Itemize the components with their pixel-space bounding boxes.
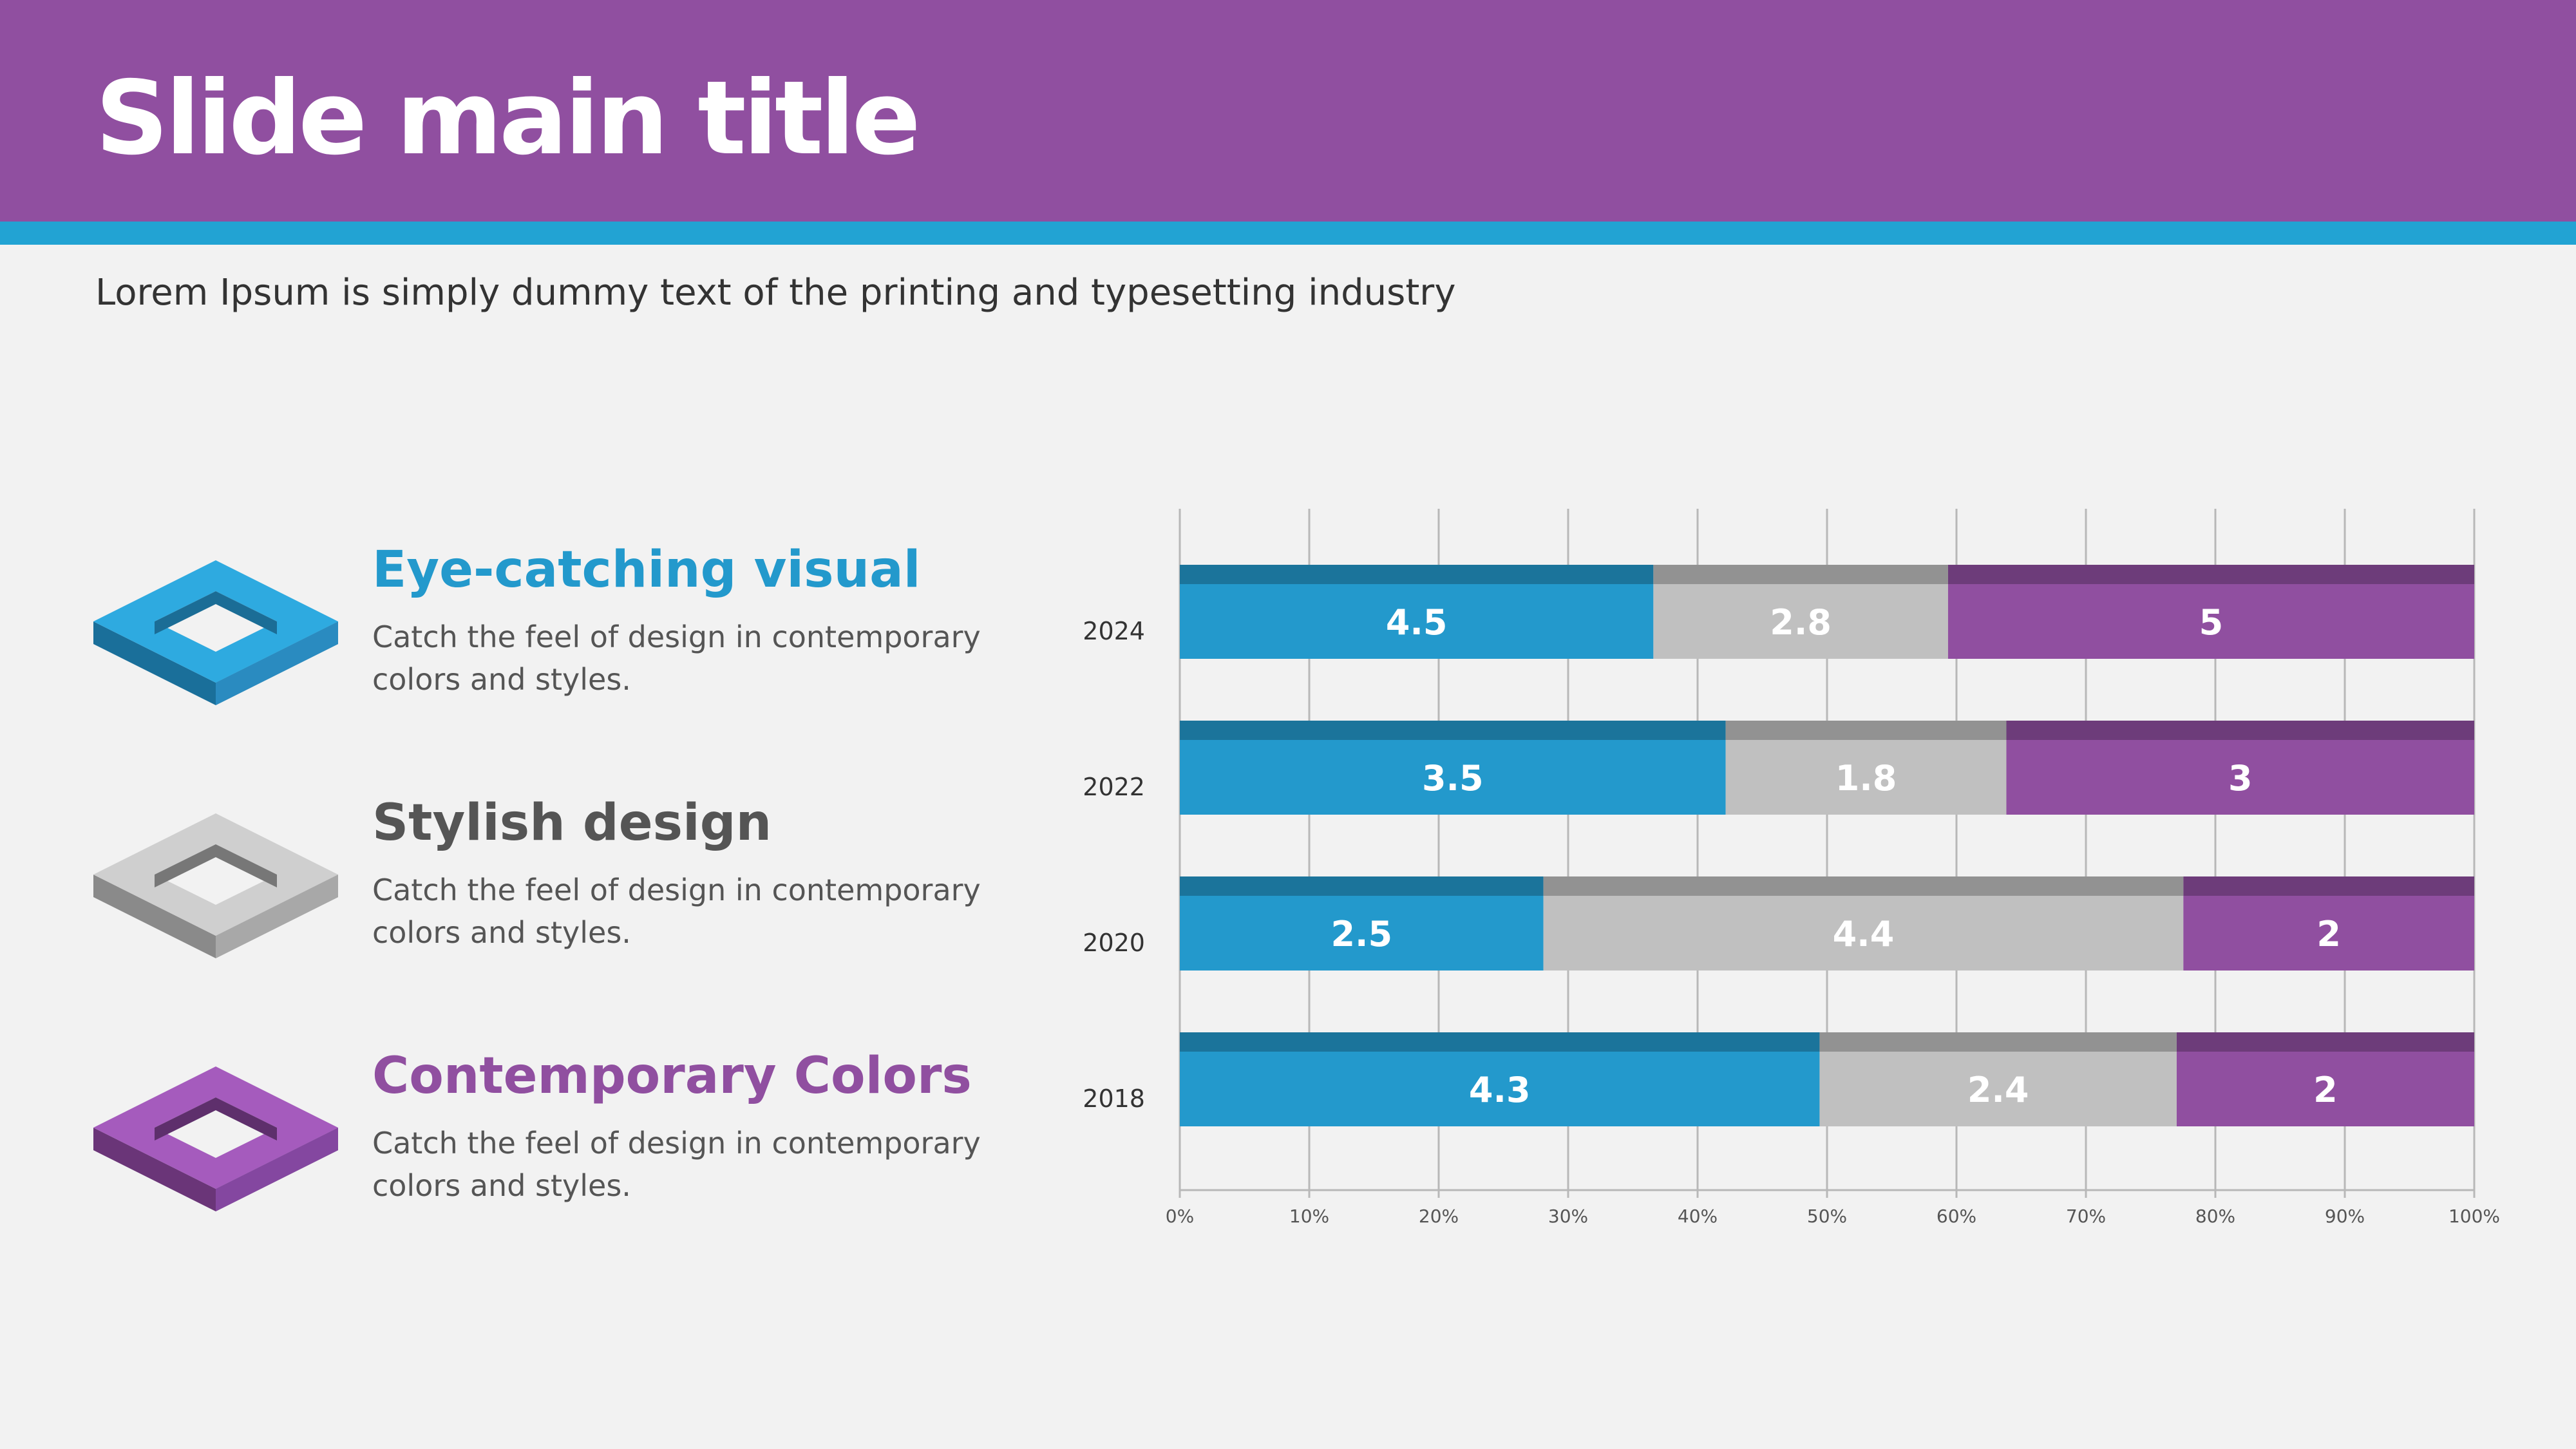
bar-segment (2176, 1052, 2474, 1126)
x-tick-label: 50% (1807, 1206, 1847, 1227)
data-label: 3.5 (1422, 758, 1484, 799)
data-label: 4.3 (1469, 1070, 1531, 1110)
bar-segment-top (1947, 565, 2474, 584)
y-tick-label: 2020 (1083, 929, 1145, 957)
data-label: 4.4 (1833, 914, 1895, 954)
feature-title: Eye-catching visual (372, 541, 921, 599)
data-label: 5 (2199, 602, 2224, 643)
bar-segment-top (2183, 876, 2474, 896)
data-label: 2.4 (1967, 1070, 2029, 1110)
bar-segment (1180, 896, 1544, 971)
data-label: 1.8 (1835, 758, 1897, 799)
feature-description: Catch the feel of design in contemporary… (372, 620, 981, 697)
slide-subtitle: Lorem Ipsum is simply dummy text of the … (95, 272, 1456, 314)
feature-item-eye-catching: Eye-catching visual Catch the feel of de… (0, 541, 1043, 734)
bar-segment-top (1653, 565, 1948, 584)
x-tick-label: 80% (2195, 1206, 2235, 1227)
data-label: 3 (2228, 758, 2253, 799)
x-tick-label: 0% (1166, 1206, 1194, 1227)
feature-item-stylish: Stylish design Catch the feel of design … (0, 794, 1043, 987)
data-label: 2.5 (1331, 914, 1392, 954)
slide-title: Slide main title (95, 59, 921, 178)
header-bar (0, 0, 2576, 222)
data-label: 4.5 (1386, 602, 1448, 643)
bar-segment-top (1180, 565, 1654, 584)
bar-segment (1725, 740, 2007, 815)
bar-segment-top (2006, 721, 2474, 740)
feature-item-contemporary: Contemporary Colors Catch the feel of de… (0, 1047, 1043, 1240)
y-tick-label: 2022 (1083, 773, 1145, 801)
data-label: 2.8 (1770, 602, 1832, 643)
bar-segment (1543, 896, 2184, 971)
data-label: 2 (2313, 1070, 2338, 1110)
bar-segment (1180, 584, 1654, 659)
x-tick-label: 60% (1937, 1206, 1976, 1227)
x-tick-label: 20% (1419, 1206, 1459, 1227)
x-tick-label: 100% (2448, 1206, 2500, 1227)
x-tick-label: 90% (2325, 1206, 2365, 1227)
y-tick-label: 2024 (1083, 617, 1145, 645)
blue-square-ring-icon (93, 560, 338, 705)
bar-segment-top (2176, 1032, 2474, 1052)
bar-segment-top (1543, 876, 2184, 896)
feature-description: Catch the feel of design in contemporary… (372, 873, 981, 950)
bar-segment (1653, 584, 1948, 659)
bar-segment-top (1819, 1032, 2177, 1052)
bar-segment-top (1180, 876, 1544, 896)
y-tick-label: 2018 (1083, 1084, 1145, 1113)
data-label: 2 (2316, 914, 2341, 954)
x-tick-label: 30% (1548, 1206, 1588, 1227)
gray-square-ring-icon (93, 813, 338, 958)
x-tick-label: 70% (2066, 1206, 2106, 1227)
bar-segment (1180, 1052, 1820, 1126)
x-tick-label: 10% (1289, 1206, 1329, 1227)
bar-segment (1180, 740, 1726, 815)
bar-segment (2183, 896, 2474, 971)
feature-title: Contemporary Colors (372, 1047, 972, 1105)
header-stripe (0, 222, 2576, 245)
bar-segment-top (1180, 1032, 1820, 1052)
bar-segment (2006, 740, 2474, 815)
x-tick-label: 40% (1678, 1206, 1718, 1227)
bar-segment-top (1725, 721, 2007, 740)
bar-segment (1947, 584, 2474, 659)
bar-segment-top (1180, 721, 1726, 740)
feature-title: Stylish design (372, 794, 772, 852)
bar-segment (1819, 1052, 2177, 1126)
purple-square-ring-icon (93, 1066, 338, 1211)
feature-description: Catch the feel of design in contemporary… (372, 1126, 981, 1203)
